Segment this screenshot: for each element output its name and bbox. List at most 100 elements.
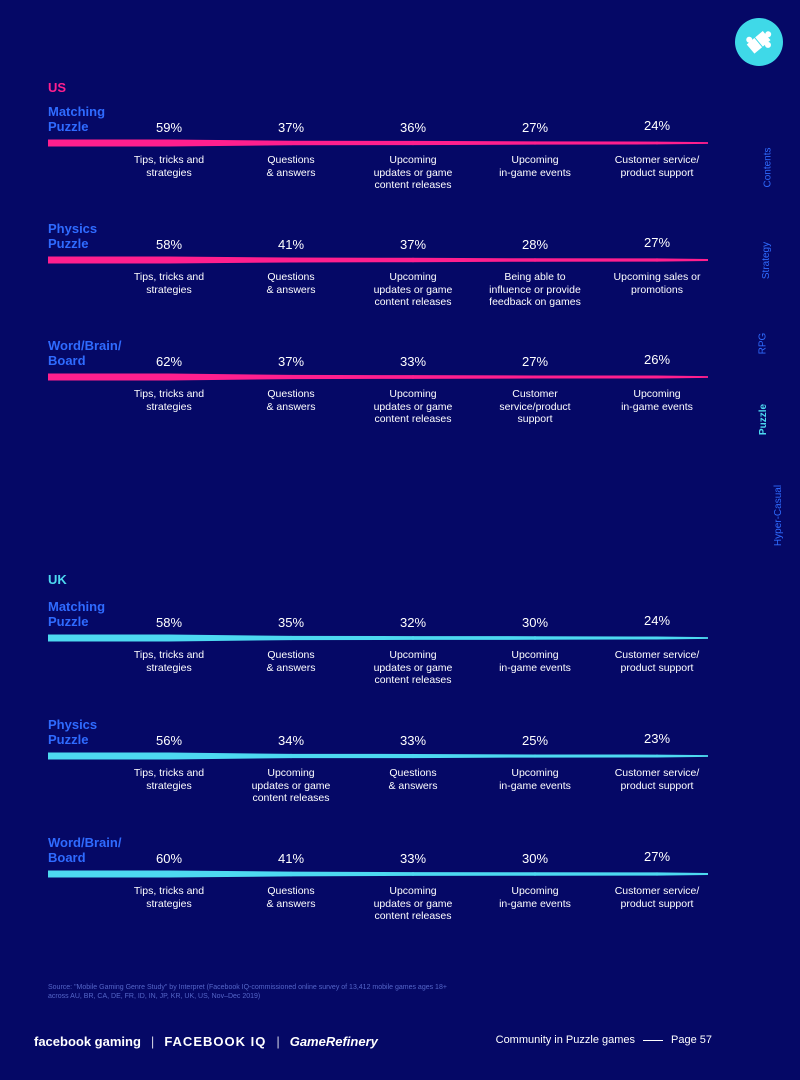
data-label: 62% — [155, 354, 183, 369]
data-label: 58% — [155, 237, 183, 252]
data-label: 41% — [277, 237, 305, 252]
data-label: 60% — [155, 851, 183, 866]
data-label: 23% — [643, 731, 671, 746]
tapered-bar — [48, 634, 708, 642]
sidebar-item-label: Strategy — [761, 241, 773, 280]
data-label: 24% — [643, 613, 671, 628]
footer-right: Community in Puzzle games Page 57 — [496, 1034, 712, 1046]
region-label-us: US — [48, 80, 67, 95]
data-label: 58% — [155, 615, 183, 630]
puzzle-piece-icon — [746, 30, 772, 54]
bar-mark — [656, 258, 658, 262]
tapered-bar — [48, 870, 708, 878]
bar-shape — [48, 752, 708, 760]
bar-mark — [656, 141, 658, 145]
category-label: Customer service/ product support — [614, 885, 700, 910]
bar-mark — [168, 256, 170, 264]
category-label: Questions & answers — [388, 767, 438, 792]
data-label: 36% — [399, 120, 427, 135]
genre-label: Physics Puzzle — [48, 221, 98, 251]
category-label: Questions & answers — [266, 649, 316, 674]
category-label: Upcoming in-game events — [499, 649, 571, 674]
sidebar-item-label: Hyper-Casual — [773, 484, 785, 547]
bar-mark — [656, 636, 658, 640]
sidebar-item-hyper-casual[interactable]: Hyper-Casual — [748, 485, 784, 546]
source-note: Source: "Mobile Gaming Genre Study" by I… — [48, 984, 447, 1000]
data-label: 56% — [155, 733, 183, 748]
category-label: Customer service/ product support — [614, 767, 700, 792]
facebook-iq-logo: FACEBOOK IQ — [164, 1034, 267, 1049]
data-label: 25% — [521, 733, 549, 748]
logo-separator: | — [276, 1034, 280, 1049]
category-label: Upcoming in-game events — [499, 767, 571, 792]
sidebar-item-label: RPG — [757, 332, 769, 355]
category-label: Tips, tricks and strategies — [133, 885, 205, 910]
region-label-uk: UK — [48, 572, 67, 587]
logo-separator: | — [150, 1034, 155, 1049]
sidebar-item-contents[interactable]: Contents — [748, 147, 778, 187]
bar-mark — [534, 636, 536, 640]
category-label: Upcoming updates or game content release… — [373, 154, 453, 191]
bar-mark — [168, 139, 170, 147]
page-number: Page 57 — [671, 1034, 712, 1046]
genre-label: Matching Puzzle — [48, 599, 106, 629]
bar-mark — [412, 375, 414, 379]
genre-label: Physics Puzzle — [48, 717, 98, 747]
sidebar-item-label: Contents — [762, 147, 774, 188]
footer-title: Community in Puzzle games — [495, 1034, 636, 1046]
genre-label: Matching Puzzle — [48, 104, 106, 134]
tapered-bar — [48, 752, 708, 760]
category-label: Tips, tricks and strategies — [133, 388, 205, 413]
data-label: 30% — [521, 851, 549, 866]
data-label: 37% — [277, 354, 305, 369]
category-label: Upcoming updates or game content release… — [373, 388, 453, 425]
genre-label: Word/Brain/ Board — [48, 338, 122, 368]
data-label: 59% — [155, 120, 183, 135]
bar-mark — [534, 375, 536, 379]
data-label: 33% — [399, 733, 427, 748]
bar-mark — [290, 374, 292, 380]
bar-mark — [290, 635, 292, 641]
tapered-bar — [48, 373, 708, 381]
bar-mark — [534, 754, 536, 758]
bar-mark — [168, 870, 170, 878]
data-label: 35% — [277, 615, 305, 630]
sidebar-item-strategy[interactable]: Strategy — [748, 242, 778, 279]
bar-shape — [48, 256, 708, 264]
genre-label: Word/Brain/ Board — [48, 835, 122, 865]
bar-mark — [412, 753, 414, 759]
bar-mark — [534, 872, 536, 876]
tapered-bar — [48, 139, 708, 147]
category-label: Upcoming updates or game content release… — [373, 885, 453, 922]
category-label: Upcoming updates or game content release… — [373, 649, 453, 686]
data-label: 27% — [521, 120, 549, 135]
bar-mark — [656, 754, 658, 758]
bar-mark — [168, 634, 170, 642]
category-label: Upcoming in-game events — [499, 885, 571, 910]
data-label: 27% — [643, 849, 671, 864]
data-label: 37% — [277, 120, 305, 135]
puzzle-badge — [735, 18, 783, 66]
category-label: Upcoming updates or game content release… — [251, 767, 331, 804]
bar-shape — [48, 634, 708, 642]
sidebar-item-puzzle[interactable]: Puzzle — [748, 404, 778, 435]
category-label: Questions & answers — [266, 154, 316, 179]
sidebar-item-rpg[interactable]: RPG — [748, 333, 778, 355]
bar-shape — [48, 373, 708, 381]
category-label: Upcoming sales or promotions — [613, 271, 701, 296]
data-label: 30% — [521, 615, 549, 630]
category-label: Customer service/product support — [499, 388, 571, 425]
data-label: 27% — [521, 354, 549, 369]
category-label: Tips, tricks and strategies — [133, 649, 205, 674]
data-label: 33% — [399, 354, 427, 369]
tapered-bar — [48, 256, 708, 264]
footer-divider — [643, 1039, 664, 1041]
bar-mark — [168, 752, 170, 760]
category-label: Questions & answers — [266, 885, 316, 910]
data-label: 24% — [643, 118, 671, 133]
category-label: Being able to influence or provide feedb… — [489, 271, 581, 308]
category-label: Customer service/ product support — [614, 154, 700, 179]
bar-mark — [412, 872, 414, 876]
bar-mark — [290, 140, 292, 146]
category-label: Customer service/ product support — [614, 649, 700, 674]
